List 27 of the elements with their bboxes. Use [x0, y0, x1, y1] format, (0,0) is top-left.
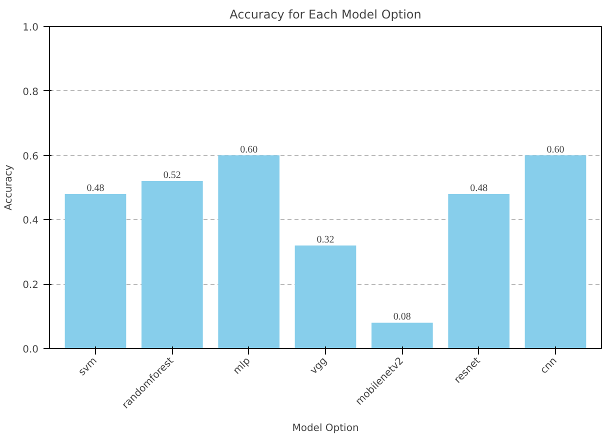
data-label: 0.08 [393, 312, 411, 323]
y-tick-label: 0.2 [22, 280, 39, 292]
y-tick-label: 0.6 [22, 151, 39, 162]
y-tick-label: 0.8 [22, 86, 39, 98]
bar [218, 155, 280, 348]
bar [372, 322, 433, 348]
data-label: 0.48 [86, 182, 104, 194]
bar [142, 181, 203, 348]
bar [294, 245, 356, 348]
y-axis-title: Accuracy [4, 164, 15, 210]
data-label: 0.52 [163, 170, 181, 182]
bar [448, 194, 510, 348]
x-tick-label: svm [76, 356, 100, 378]
y-tick-label: 1.0 [22, 22, 39, 34]
y-tick-label: 0.4 [22, 216, 39, 227]
bar [64, 194, 126, 348]
data-label: 0.60 [546, 144, 564, 156]
chart-title: Accuracy for Each Model Option [230, 8, 422, 22]
x-tick-label: mlp [232, 356, 253, 377]
bar [524, 155, 586, 348]
x-tick-label: vgg [308, 356, 330, 377]
data-label: 0.48 [470, 182, 488, 194]
data-label: 0.32 [316, 234, 334, 246]
data-label: 0.60 [240, 144, 258, 156]
x-axis-title: Model Option [292, 423, 359, 434]
y-tick-label: 0.0 [22, 344, 39, 356]
x-tick-label: cnn [538, 356, 560, 376]
